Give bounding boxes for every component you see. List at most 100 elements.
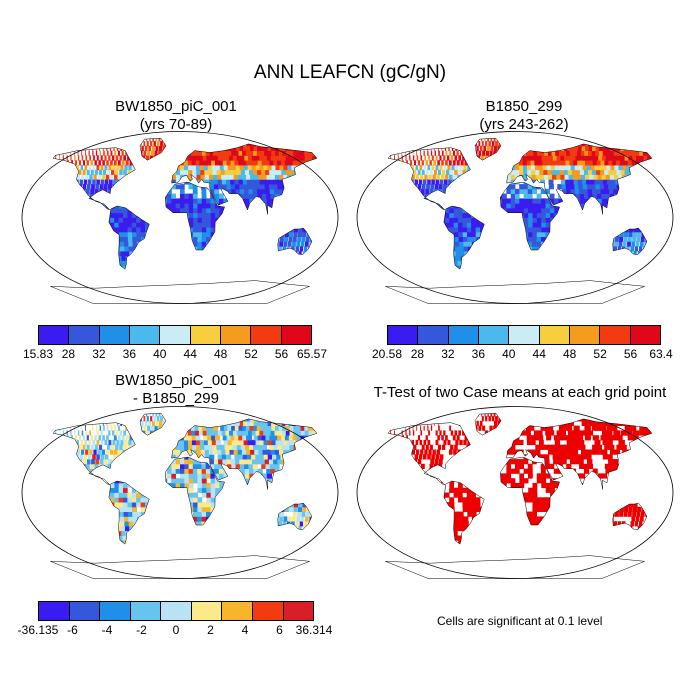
grid-cell — [631, 141, 642, 147]
grid-cell — [283, 174, 290, 180]
grid-cell — [326, 531, 329, 536]
grid-cell — [651, 160, 652, 166]
grid-cell — [588, 138, 599, 142]
grid-cell — [437, 160, 440, 166]
grid-cell — [594, 179, 601, 185]
grid-cell — [416, 155, 419, 161]
grid-cell — [206, 511, 211, 517]
grid-cell — [128, 516, 134, 522]
grid-cell — [292, 141, 304, 147]
grid-cell — [535, 169, 541, 175]
grid-cell — [234, 179, 240, 185]
grid-cell — [106, 150, 109, 156]
map-boundary — [356, 131, 674, 304]
grid-cell — [255, 155, 262, 161]
grid-cell — [250, 174, 256, 180]
grid-cell — [383, 160, 384, 165]
grid-cell — [86, 184, 91, 190]
grid-cell — [81, 150, 83, 156]
grid-cell — [118, 487, 124, 493]
grid-cell — [622, 241, 627, 247]
grid-cell — [206, 198, 211, 204]
grid-cell — [34, 265, 41, 270]
grid-cell — [543, 174, 549, 180]
grid-cell — [109, 217, 115, 223]
grid-cell — [448, 160, 452, 166]
grid-cell — [536, 236, 542, 242]
grid-cell — [581, 160, 587, 166]
grid-cell — [592, 160, 599, 166]
grid-cell — [118, 260, 124, 266]
grid-cell — [198, 155, 204, 161]
grid-cell — [50, 545, 53, 551]
grid-cell — [406, 141, 410, 147]
grid-cell — [550, 212, 555, 218]
grid-cell — [297, 236, 302, 242]
grid-cell — [113, 179, 117, 185]
grid-cell — [613, 188, 619, 194]
grid-cell — [502, 198, 507, 204]
grid-cell — [128, 241, 134, 247]
grid-cell — [117, 255, 123, 261]
grid-cell — [59, 150, 60, 156]
grid-cell — [62, 155, 64, 161]
grid-cell — [441, 150, 444, 156]
grid-cell — [251, 164, 258, 171]
grid-cell — [383, 151, 384, 156]
grid-cell — [246, 179, 253, 185]
grid-cell — [225, 155, 231, 161]
grid-cell — [367, 261, 374, 266]
grid-cell — [193, 222, 198, 228]
grid-cell — [248, 188, 254, 194]
grid-cell — [558, 198, 564, 204]
grid-cell — [464, 160, 468, 166]
grid-cell — [471, 231, 477, 237]
grid-cell — [523, 217, 529, 223]
grid-cell — [555, 169, 561, 175]
grid-cell — [601, 193, 607, 199]
grid-cell — [588, 160, 595, 166]
grid-cell — [598, 179, 605, 185]
grid-cell — [621, 141, 632, 147]
grid-cell — [458, 169, 462, 175]
grid-cell — [433, 160, 436, 166]
grid-cell — [114, 150, 117, 156]
grid-cell — [77, 138, 83, 142]
grid-cell — [201, 203, 207, 209]
grid-cell — [295, 145, 305, 151]
grid-cell — [210, 207, 216, 214]
grid-cell — [93, 138, 98, 142]
grid-cell — [104, 164, 108, 171]
grid-cell — [78, 141, 81, 147]
grid-cell — [231, 164, 238, 171]
grid-cell — [295, 246, 299, 252]
grid-cell — [602, 203, 608, 209]
grid-cell — [483, 145, 487, 151]
grid-cell — [599, 150, 607, 156]
grid-cell — [206, 217, 212, 223]
grid-cell — [124, 164, 128, 171]
grid-cell — [471, 222, 476, 228]
grid-cell — [577, 160, 583, 166]
panel-tl-title-line1: BW1850_piC_001 — [115, 98, 237, 115]
grid-cell — [552, 155, 559, 161]
grid-cell — [573, 150, 580, 156]
grid-cell — [604, 141, 614, 147]
grid-cell — [569, 179, 575, 185]
grid-cell — [549, 198, 555, 204]
grid-cell — [251, 155, 259, 161]
grid-cell — [196, 179, 202, 185]
grid-cell — [206, 222, 211, 228]
grid-cell — [398, 138, 406, 142]
grid-cell — [394, 150, 395, 156]
grid-cell — [67, 138, 74, 142]
grid-cell — [559, 169, 565, 175]
grid-cell — [100, 138, 104, 142]
grid-cell — [201, 188, 207, 194]
grid-cell — [569, 160, 576, 166]
grid-cell — [81, 174, 85, 180]
grid-cell — [180, 207, 185, 214]
grid-cell — [198, 150, 204, 156]
grid-cell — [445, 207, 450, 214]
grid-cell — [77, 145, 79, 151]
